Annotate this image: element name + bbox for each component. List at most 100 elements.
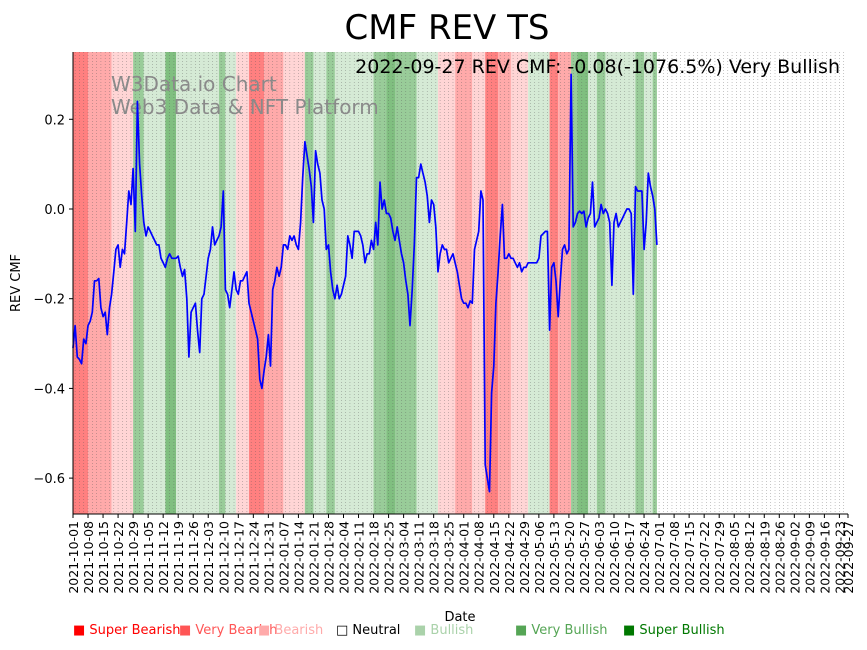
x-tick-label: 2022-07-29 xyxy=(712,521,727,594)
x-tick-label: 2021-10-29 xyxy=(126,521,141,594)
regime-band-18 xyxy=(386,52,396,514)
x-tick-label: 2021-12-03 xyxy=(201,521,216,594)
regime-band-36 xyxy=(644,52,653,514)
y-axis-label: REV CMF xyxy=(9,254,24,312)
regime-band-35 xyxy=(635,52,645,514)
x-tick-label: 2022-07-15 xyxy=(682,521,697,594)
y-tick-label: 0.0 xyxy=(44,203,65,218)
legend-item-4: ■ Bullish xyxy=(414,623,473,638)
regime-band-32 xyxy=(588,52,597,514)
y-tick-label: −0.2 xyxy=(33,293,65,308)
y-tick-label: 0.2 xyxy=(44,113,65,128)
y-tick-label: −0.6 xyxy=(33,472,65,487)
legend-item-2: ■ Bearish xyxy=(258,623,323,638)
x-tick-label: 2022-02-25 xyxy=(382,521,397,594)
x-tick-label: 2021-12-17 xyxy=(231,521,246,594)
regime-band-15 xyxy=(326,52,335,514)
x-tick-label: 2021-11-05 xyxy=(141,521,156,594)
x-tick-label: 2021-11-26 xyxy=(186,521,201,594)
x-tick-label: 2022-03-18 xyxy=(427,521,442,594)
x-tick-label: 2021-10-15 xyxy=(96,521,111,594)
latest-value-annotation: 2022-09-27 REV CMF: -0.08(-1076.5%) Very… xyxy=(355,56,840,78)
legend: ■ Super Bearish■ Very Bearish■ Bearish □ … xyxy=(73,623,725,638)
y-tick-label: −0.4 xyxy=(33,382,65,397)
x-tick-label: 2022-08-26 xyxy=(772,521,787,594)
x-tick-label: 2022-04-01 xyxy=(457,521,472,594)
regime-band-22 xyxy=(455,52,473,514)
chart-title: CMF REV TS xyxy=(345,8,550,48)
x-tick-label: 2022-09-16 xyxy=(817,521,832,594)
x-tick-label: 2022-04-29 xyxy=(517,521,532,594)
x-tick-label: 2022-06-03 xyxy=(592,521,607,594)
x-tick-label: 2022-04-08 xyxy=(472,521,487,594)
x-tick-label: 2022-05-20 xyxy=(562,521,577,594)
regime-band-5 xyxy=(165,52,177,514)
x-tick-label: 2022-04-22 xyxy=(502,521,517,594)
regime-bands xyxy=(73,52,657,514)
x-tick-label: 2021-12-24 xyxy=(246,521,261,594)
x-tick-label: 2022-09-09 xyxy=(802,521,817,594)
x-tick-label: 2021-11-12 xyxy=(156,521,171,594)
legend-item-0: ■ Super Bearish xyxy=(73,623,181,638)
legend-item-5: ■ Very Bullish xyxy=(515,623,607,638)
x-tick-label: 2022-03-25 xyxy=(442,521,457,594)
x-tick-label: 2021-10-22 xyxy=(111,521,126,594)
watermark-line-1: Web3 Data & NFT Platform xyxy=(111,95,379,119)
x-tick-label: 2022-06-17 xyxy=(622,521,637,594)
x-tick-label: 2022-01-21 xyxy=(306,521,321,594)
regime-band-7 xyxy=(218,52,226,514)
regime-band-4 xyxy=(143,52,166,514)
x-axis-label: Date xyxy=(444,610,475,625)
x-tick-label: 2022-02-18 xyxy=(367,521,382,594)
x-tick-label: 2021-11-19 xyxy=(171,521,186,594)
x-tick-label: 2022-08-05 xyxy=(727,521,742,594)
x-tick-label: 2022-04-15 xyxy=(487,521,502,594)
legend-item-3: □ Neutral xyxy=(336,623,400,638)
series-layer xyxy=(72,73,658,493)
regime-band-6 xyxy=(176,52,219,514)
x-tick-label: 2022-03-04 xyxy=(397,521,412,594)
regime-band-30 xyxy=(571,52,578,514)
x-tick-label: 2021-10-01 xyxy=(66,521,81,594)
x-tick-label: 2022-01-14 xyxy=(291,521,306,594)
x-tick-label: 2021-10-08 xyxy=(81,521,96,594)
regime-band-26 xyxy=(510,52,529,514)
date-gridlines xyxy=(74,52,845,514)
x-tick-label: 2022-02-11 xyxy=(352,521,367,594)
regime-band-3 xyxy=(133,52,144,514)
x-tick-label: 2021-12-31 xyxy=(261,521,276,594)
x-tick-label: 2022-07-08 xyxy=(667,521,682,594)
x-tick-label: 2022-01-28 xyxy=(321,521,336,594)
regime-band-10 xyxy=(249,52,265,514)
x-tick-label: 2022-08-12 xyxy=(742,521,757,594)
regime-band-13 xyxy=(304,52,314,514)
x-tick-label: 2022-07-01 xyxy=(652,521,667,594)
x-tick-label: 2022-03-11 xyxy=(412,521,427,594)
legend-item-1: ■ Very Bearish xyxy=(179,623,277,638)
x-tick-label: 2022-05-27 xyxy=(577,521,592,594)
series-line-0 xyxy=(72,73,658,493)
x-tick-label: 2022-09-02 xyxy=(787,521,802,594)
watermark-line-0: W3Data.io Chart xyxy=(111,72,277,96)
x-tick-label: 2022-01-07 xyxy=(276,521,291,594)
regime-band-0 xyxy=(73,52,89,514)
regime-band-31 xyxy=(577,52,589,514)
x-tick-label: 2022-07-22 xyxy=(697,521,712,594)
x-tick-label: 2022-05-13 xyxy=(547,521,562,594)
regime-band-28 xyxy=(549,52,559,514)
x-tick-label: 2022-08-19 xyxy=(757,521,772,594)
regime-band-8 xyxy=(225,52,237,514)
x-tick-label: 2022-05-06 xyxy=(532,521,547,594)
x-tick-label: 2022-09-27 xyxy=(841,521,856,594)
legend-item-6: ■ Super Bullish xyxy=(623,623,725,638)
x-tick-label: 2022-02-04 xyxy=(336,521,351,594)
x-tick-label: 2022-06-24 xyxy=(637,521,652,594)
x-tick-label: 2022-09-23 xyxy=(832,521,847,594)
regime-band-21 xyxy=(437,52,456,514)
regime-band-33 xyxy=(596,52,606,514)
x-tick-label: 2021-12-10 xyxy=(216,521,231,594)
